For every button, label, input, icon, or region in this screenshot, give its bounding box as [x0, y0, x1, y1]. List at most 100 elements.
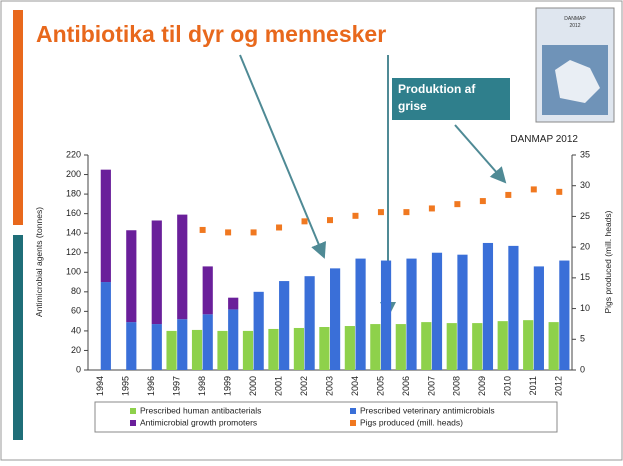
y2-tick-label: 25 [580, 211, 590, 221]
y-axis-label: Antimicrobial agents (tonnes) [34, 207, 44, 317]
bar [126, 322, 136, 370]
legend-label: Antimicrobial growth promoters [140, 417, 257, 427]
y-tick-label: 160 [66, 208, 81, 218]
bar [549, 322, 559, 370]
bar [203, 314, 213, 370]
point [225, 229, 231, 235]
point [480, 198, 486, 204]
legend-swatch [350, 408, 356, 414]
cover-text: 2012 [569, 23, 580, 29]
x-tick-label: 2008 [452, 376, 462, 396]
x-tick-label: 2003 [324, 376, 334, 396]
bar [228, 298, 238, 310]
x-tick-label: 1995 [121, 376, 131, 396]
y-tick-label: 40 [71, 325, 81, 335]
point [276, 224, 282, 230]
bar [294, 328, 304, 370]
legend-label: Prescribed human antibacterials [140, 405, 261, 415]
y2-tick-label: 10 [580, 303, 590, 313]
x-tick-label: 2009 [477, 376, 487, 396]
y2-tick-label: 30 [580, 180, 590, 190]
bar [345, 326, 355, 370]
chart-annotation: DANMAP 2012 [510, 134, 578, 145]
bar [228, 309, 238, 370]
bar [243, 331, 253, 370]
bar [370, 324, 380, 370]
bar [432, 253, 442, 370]
bar [447, 323, 457, 370]
legend-swatch [350, 420, 356, 426]
point [556, 189, 562, 195]
bar [177, 215, 187, 320]
y-tick-label: 80 [71, 286, 81, 296]
y-tick-label: 200 [66, 169, 81, 179]
bar [192, 330, 202, 370]
legend-label: Prescribed veterinary antimicrobials [360, 405, 495, 415]
bar [457, 255, 467, 370]
x-tick-label: 2005 [375, 376, 385, 396]
point [429, 205, 435, 211]
bar [396, 324, 406, 370]
bar [355, 259, 365, 370]
cover-text: DANMAP [564, 16, 586, 22]
accent-bar [13, 235, 23, 440]
slide-title: Antibiotika til dyr og mennesker [36, 21, 386, 47]
x-tick-label: 1994 [95, 376, 105, 396]
point [327, 217, 333, 223]
y-tick-label: 20 [71, 345, 81, 355]
x-tick-label: 2007 [426, 376, 436, 396]
point [454, 201, 460, 207]
bar [406, 259, 416, 370]
x-tick-label: 2001 [273, 376, 283, 396]
bar [101, 170, 111, 282]
point [200, 227, 206, 233]
y2-tick-label: 20 [580, 242, 590, 252]
bar [203, 266, 213, 314]
bar [305, 276, 315, 370]
bar [421, 322, 431, 370]
bar [217, 331, 227, 370]
legend-label: Pigs produced (mill. heads) [360, 417, 463, 427]
bar [472, 323, 482, 370]
y-tick-label: 140 [66, 228, 81, 238]
bar [559, 261, 569, 370]
point [378, 209, 384, 215]
y2-tick-label: 15 [580, 272, 590, 282]
bar [381, 261, 391, 370]
y-tick-label: 60 [71, 306, 81, 316]
point [505, 192, 511, 198]
legend-swatch [130, 408, 136, 414]
y-tick-label: 120 [66, 247, 81, 257]
bar [279, 281, 289, 370]
point [352, 213, 358, 219]
bar [319, 327, 329, 370]
bar [523, 320, 533, 370]
point [531, 186, 537, 192]
bar [101, 282, 111, 370]
point [302, 218, 308, 224]
bar [268, 329, 278, 370]
bar [534, 266, 544, 370]
point [251, 229, 257, 235]
x-tick-label: 1999 [222, 376, 232, 396]
y2-axis-label: Pigs produced (mill. heads) [603, 210, 613, 313]
y-tick-label: 0 [76, 364, 81, 374]
bar [483, 243, 493, 370]
x-tick-label: 1997 [172, 376, 182, 396]
legend-swatch [130, 420, 136, 426]
y-tick-label: 100 [66, 267, 81, 277]
bar [166, 331, 176, 370]
y2-tick-label: 5 [580, 334, 585, 344]
bar [126, 230, 136, 322]
x-tick-label: 2012 [554, 376, 564, 396]
x-tick-label: 2006 [401, 376, 411, 396]
bar [254, 292, 264, 370]
y2-tick-label: 35 [580, 149, 590, 159]
bar [152, 220, 162, 324]
x-tick-label: 1996 [146, 376, 156, 396]
slide: Antibiotika til dyr og mennesker DANMAP … [0, 0, 623, 461]
accent-bar [13, 10, 23, 225]
x-tick-label: 1998 [197, 376, 207, 396]
y-tick-label: 180 [66, 188, 81, 198]
x-tick-label: 2010 [503, 376, 513, 396]
